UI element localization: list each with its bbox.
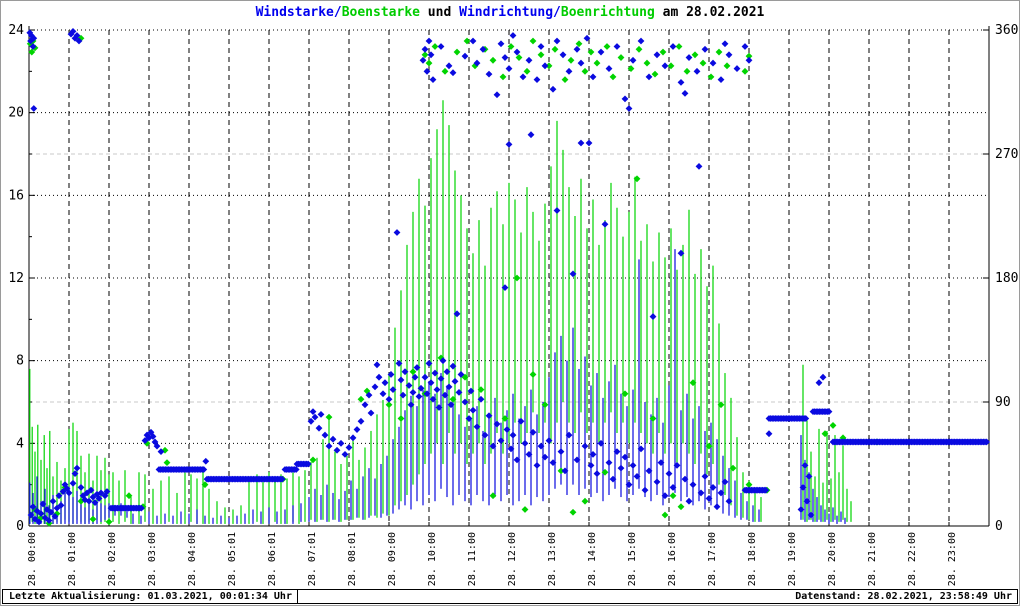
x-tick-label: 28. 01:00 <box>67 532 78 586</box>
y-left-tick-label: 4 <box>16 436 24 451</box>
chart-title-part: und <box>419 5 460 20</box>
x-tick-label: 28. 22:00 <box>907 532 918 586</box>
x-tick-label: 28. 18:00 <box>747 532 758 586</box>
x-tick-label: 28. 13:00 <box>547 532 558 586</box>
x-tick-label: 28. 21:00 <box>867 532 878 586</box>
x-tick-label: 28. 15:00 <box>627 532 638 586</box>
x-tick-label: 28. 07:01 <box>307 532 318 586</box>
x-tick-label: 28. 00:00 <box>27 532 38 586</box>
data-timestamp-statusbar: Datenstand: 28.02.2021, 23:58:49 Uhr <box>297 589 1018 604</box>
x-tick-label: 28. 11:00 <box>467 532 478 586</box>
x-tick-label: 28. 12:00 <box>507 532 518 586</box>
y-right-tick-label: 0 <box>995 519 1003 534</box>
chart-title-part: Windrichtung/ <box>459 5 561 20</box>
x-tick-label: 28. 10:00 <box>427 532 438 586</box>
x-tick-label: 28. 09:00 <box>387 532 398 586</box>
x-tick-label: 28. 14:00 <box>587 532 598 586</box>
y-right-tick-label: 360 <box>995 23 1018 38</box>
y-right-tick-label: 180 <box>995 271 1018 286</box>
x-tick-label: 28. 16:00 <box>667 532 678 586</box>
x-tick-label: 28. 06:01 <box>267 532 278 586</box>
x-tick-label: 28. 23:00 <box>947 532 958 586</box>
x-tick-label: 28. 03:00 <box>147 532 158 586</box>
last-update-text: Letzte Aktualisierung: 01.03.2021, 00:01… <box>9 591 292 602</box>
y-left-tick-label: 24 <box>8 23 24 38</box>
x-tick-label: 28. 02:00 <box>107 532 118 586</box>
series-windrichtung <box>26 27 990 526</box>
chart-title-part: Boenrichtung <box>560 5 655 20</box>
x-tick-label: 28. 04:00 <box>187 532 198 586</box>
x-tick-label: 28. 17:00 <box>707 532 718 586</box>
x-tick-label: 28. 05:01 <box>227 532 238 586</box>
y-left-tick-label: 0 <box>16 519 24 534</box>
x-tick-label: 28. 19:00 <box>787 532 798 586</box>
series-windstarke <box>29 249 846 524</box>
chart-title-part: am 28.02.2021 <box>654 5 765 20</box>
y-left-tick-label: 12 <box>8 271 24 286</box>
y-right-tick-label: 90 <box>995 395 1011 410</box>
x-tick-label: 28. 20:00 <box>827 532 838 586</box>
x-tick-label: 28. 08:01 <box>347 532 358 586</box>
chart-title-part: Boenstarke <box>341 5 420 20</box>
last-update-statusbar: Letzte Aktualisierung: 01.03.2021, 00:01… <box>2 589 298 604</box>
axis-labels: 0 4 8 12 16 20 24 0 90 180 270 360 28. 00:00 28. 01:0… <box>8 23 1018 586</box>
chart-title: Windstarke/Boenstarke und Windrichtung/B… <box>1 5 1019 20</box>
data-timestamp-text: Datenstand: 28.02.2021, 23:58:49 Uhr <box>795 591 1012 602</box>
chart-title-part: Windstarke/ <box>255 5 342 20</box>
wind-chart-plot: 0 4 8 12 16 20 24 0 90 180 270 360 28. 00:00 28. 01:0… <box>8 23 1018 586</box>
y-left-tick-label: 16 <box>8 188 24 203</box>
y-left-tick-label: 20 <box>8 106 24 121</box>
y-right-tick-label: 270 <box>995 147 1018 162</box>
y-left-tick-label: 8 <box>16 354 24 369</box>
